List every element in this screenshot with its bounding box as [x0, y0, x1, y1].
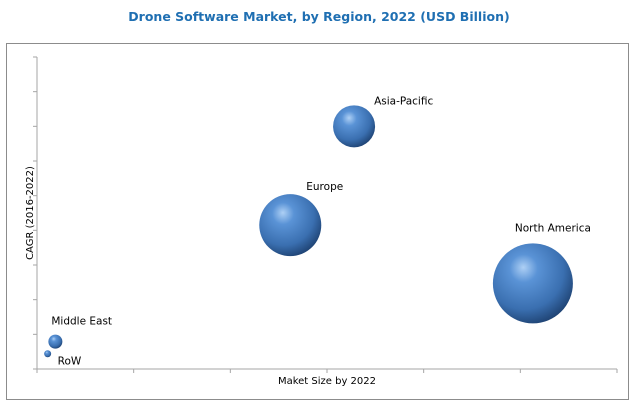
bubble-europe [259, 194, 322, 257]
chart-title: Drone Software Market, by Region, 2022 (… [128, 9, 510, 24]
bubble-label-middle-east: Middle East [51, 316, 112, 328]
chart-frame [6, 43, 629, 400]
bubble-label-asia-pacific: Asia-Pacific [374, 95, 433, 107]
bubble-label-europe: Europe [306, 181, 343, 193]
bubble-row [44, 350, 52, 358]
bubble-label-row: RoW [58, 356, 82, 368]
y-axis-label: CAGR (2016-2022) [25, 166, 36, 260]
bubbles: Asia-Pacific Europe North America Middle Ea… [44, 95, 591, 368]
x-axis-label: Maket Size by 2022 [278, 376, 376, 387]
axes [33, 56, 618, 373]
bubble-middle-east [48, 334, 63, 349]
bubble-north-america [492, 243, 573, 324]
bubble-label-north-america: North America [515, 222, 591, 234]
bubble-asia-pacific [333, 105, 376, 148]
